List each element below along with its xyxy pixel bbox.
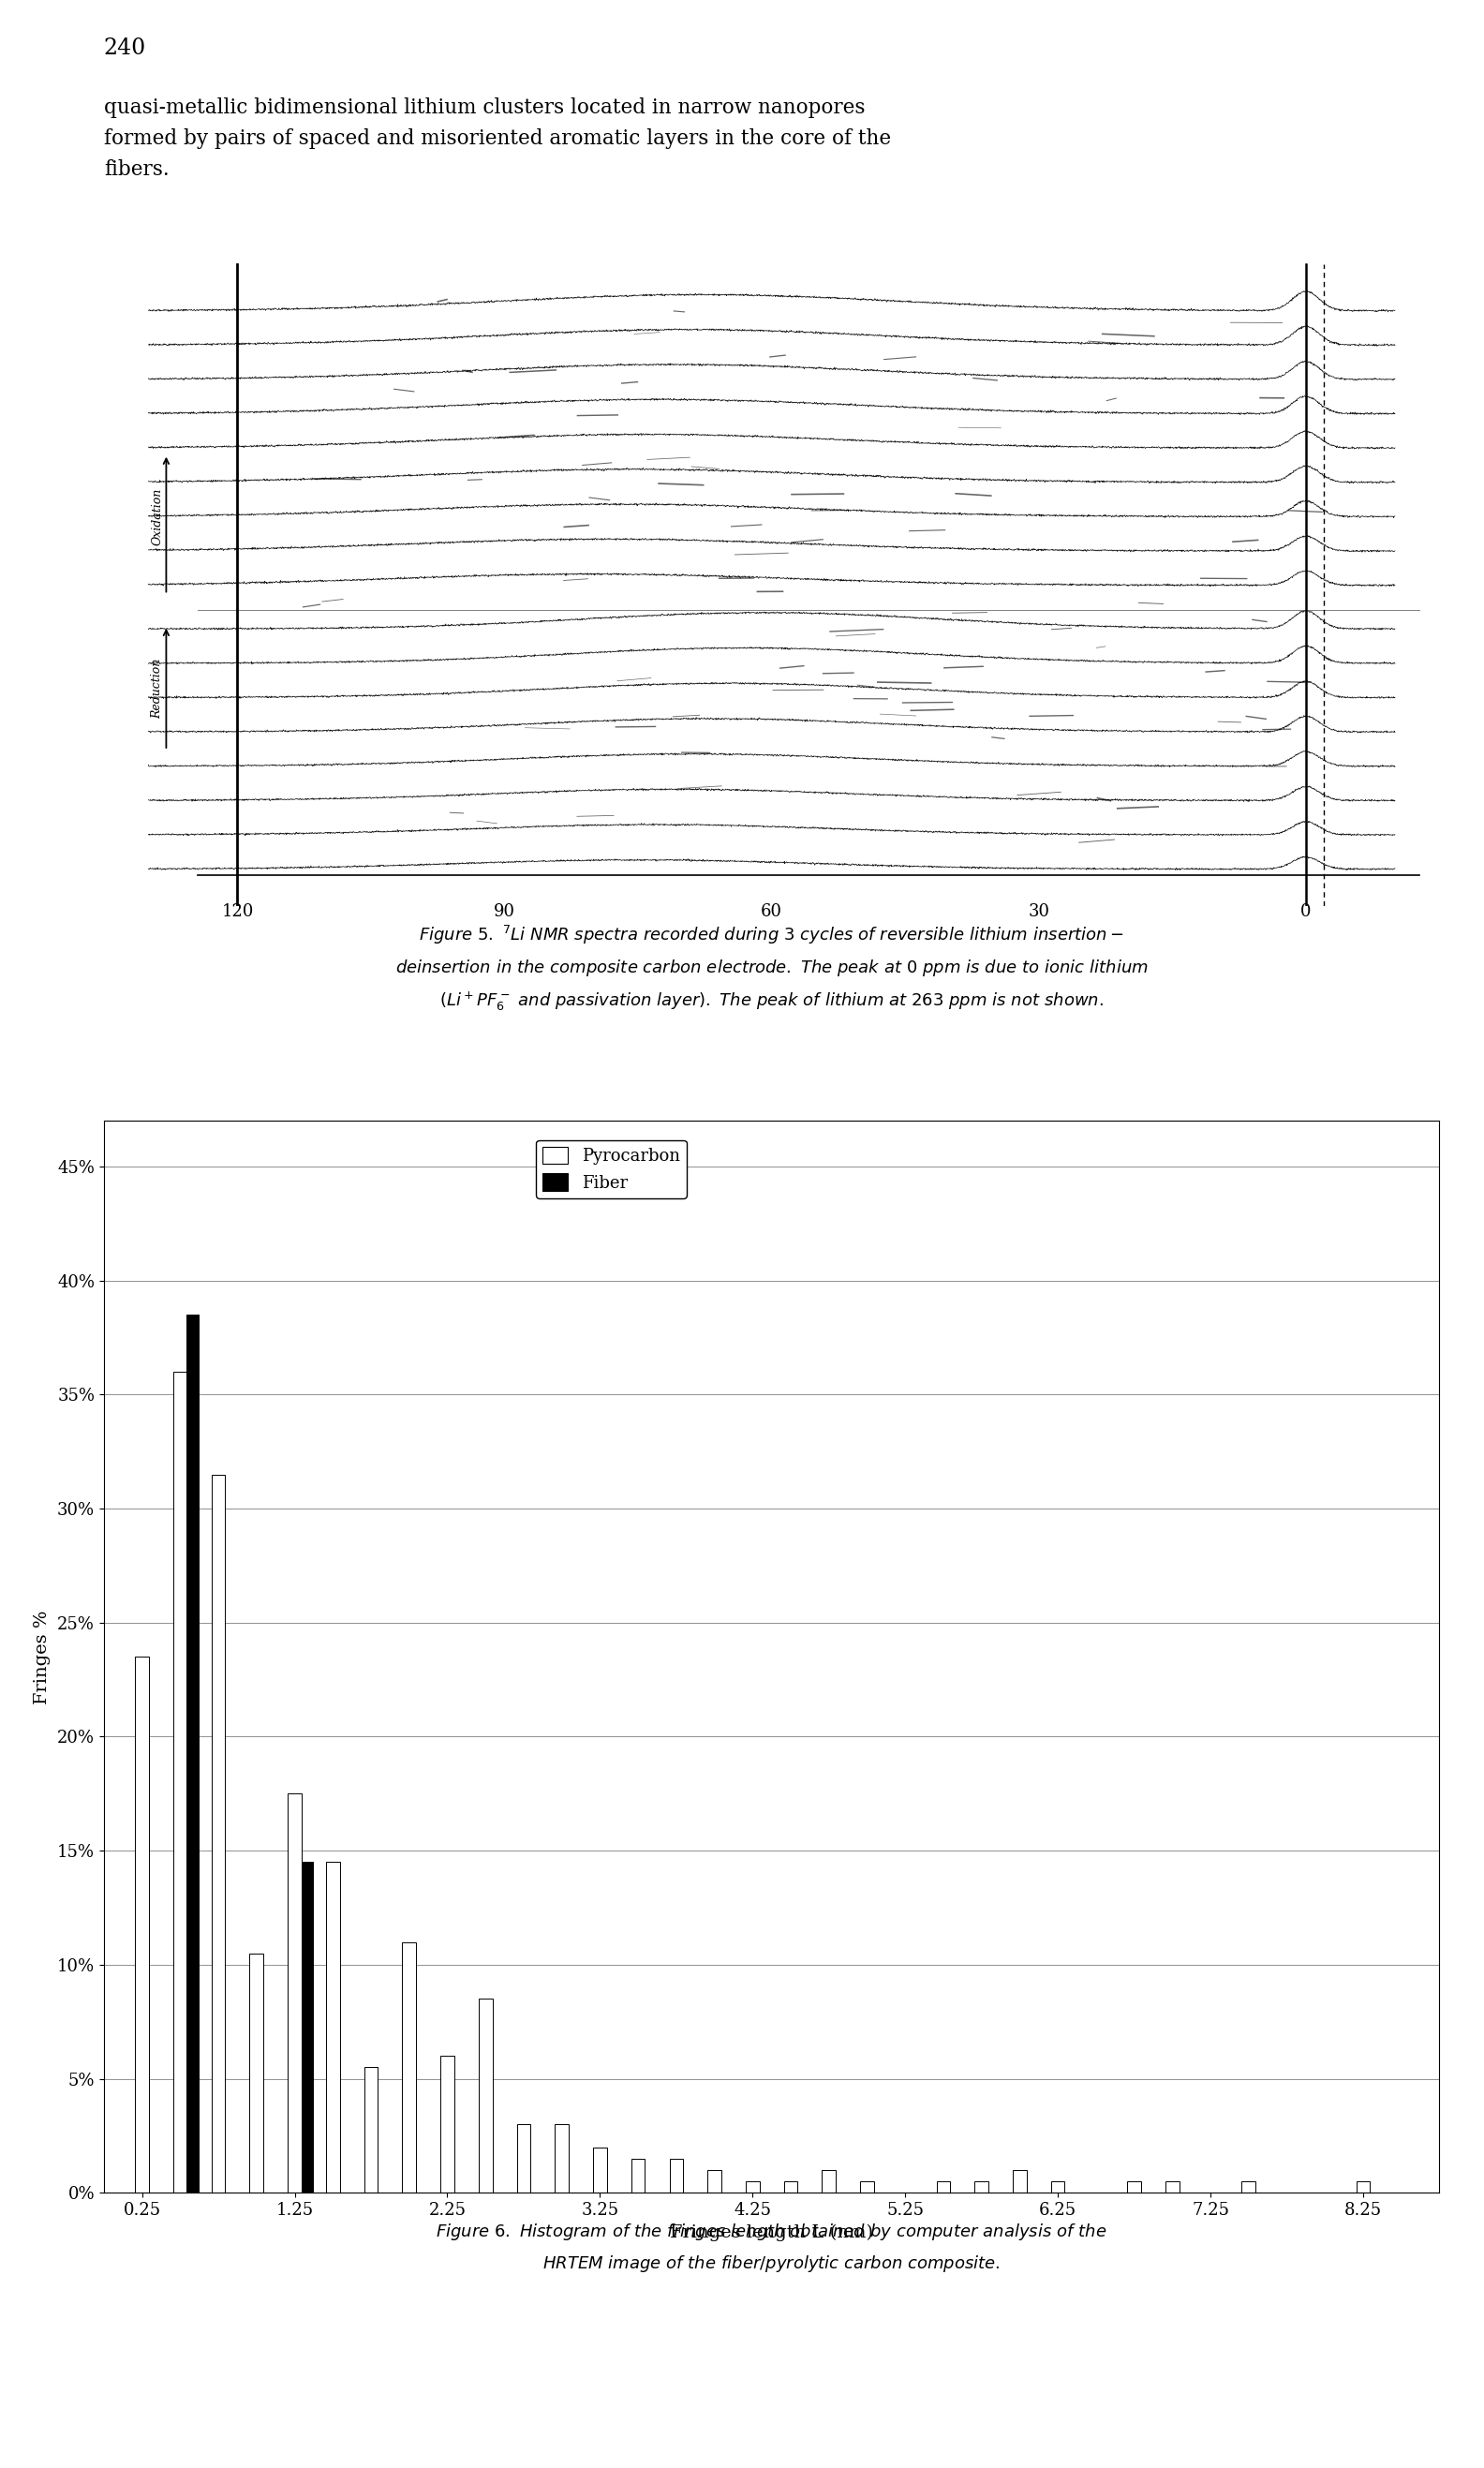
Bar (402, 1942, 416, 2192)
Text: Oxidation: Oxidation (151, 489, 163, 545)
Bar (212, 1473, 226, 2192)
Bar (1165, 2182, 1180, 2192)
Bar (555, 2125, 568, 2192)
Text: 0: 0 (1300, 903, 1312, 921)
Bar (784, 2182, 797, 2192)
Bar (1242, 2182, 1255, 2192)
Text: 240: 240 (104, 37, 147, 59)
Bar (1128, 2182, 1141, 2192)
Legend: Pyrocarbon, Fiber: Pyrocarbon, Fiber (536, 1140, 687, 1199)
Bar (746, 2182, 760, 2192)
Bar (249, 1952, 263, 2192)
Y-axis label: Fringes %: Fringes % (34, 1609, 50, 1703)
Bar (861, 2182, 874, 2192)
Bar (708, 2169, 721, 2192)
Bar (301, 1861, 313, 2192)
Bar (669, 2160, 683, 2192)
Text: Reduction: Reduction (151, 659, 163, 718)
Text: $\mathit{Figure\ 5.\ ^7Li\ NMR\ spectra\ recorded\ during\ 3\ cycles\ of\ revers: $\mathit{Figure\ 5.\ ^7Li\ NMR\ spectra\… (395, 923, 1149, 1012)
Bar (1051, 2182, 1064, 2192)
Bar (174, 1372, 187, 2192)
Bar (441, 2056, 454, 2192)
Text: $\mathit{Figure\ 6.\ Histogram\ of\ the\ fringes\ length\ obtained\ by\ computer: $\mathit{Figure\ 6.\ Histogram\ of\ the\… (436, 2221, 1107, 2273)
Text: quasi-metallic bidimensional lithium clusters located in narrow nanopores
formed: quasi-metallic bidimensional lithium clu… (104, 96, 890, 180)
Bar (288, 1794, 301, 2192)
Bar (822, 2169, 835, 2192)
Bar (326, 1861, 340, 2192)
Bar (1356, 2182, 1370, 2192)
Bar (187, 1315, 199, 2192)
Text: 120: 120 (221, 903, 254, 921)
Bar (631, 2160, 646, 2192)
Bar (936, 2182, 950, 2192)
Bar (516, 2125, 530, 2192)
Bar (1014, 2169, 1027, 2192)
Bar (975, 2182, 988, 2192)
Bar (364, 2068, 378, 2192)
Text: 60: 60 (761, 903, 782, 921)
Bar (479, 1999, 493, 2192)
Bar (594, 2147, 607, 2192)
Text: 30: 30 (1028, 903, 1049, 921)
Bar (135, 1656, 148, 2192)
Text: 90: 90 (494, 903, 515, 921)
X-axis label: Fringes length L (nm): Fringes length L (nm) (671, 2224, 873, 2241)
